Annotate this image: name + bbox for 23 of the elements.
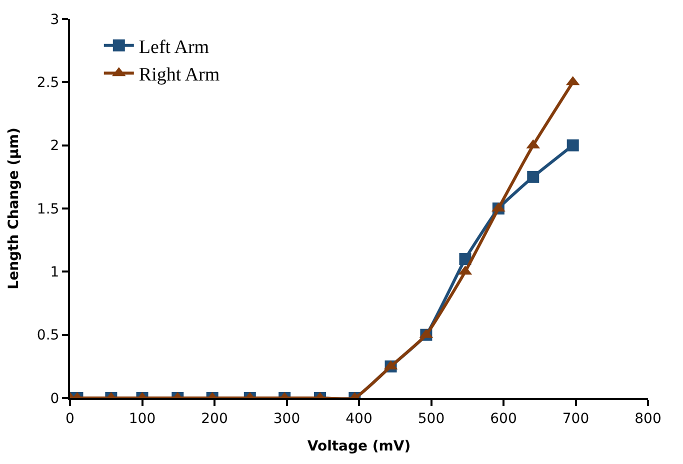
x-tick-label: 200 — [201, 410, 228, 427]
x-tick-label: 500 — [418, 410, 445, 427]
legend-label: Right Arm — [138, 64, 220, 86]
point — [459, 253, 472, 266]
point — [527, 170, 540, 183]
x-tick-label: 800 — [634, 410, 662, 427]
y-tick-label: 0.5 — [36, 328, 60, 344]
x-axis-title: Voltage (mV) — [307, 438, 411, 455]
x-tick-label: 700 — [562, 410, 590, 427]
x-tick-label: 100 — [128, 410, 156, 427]
legend-label: Left Arm — [138, 36, 210, 58]
x-tick-label: 600 — [490, 410, 517, 427]
x-tick-label: 0 — [66, 410, 74, 427]
y-tick-label: 1.5 — [36, 201, 60, 218]
x-tick-label: 300 — [273, 410, 300, 427]
y-tick-label: 0 — [50, 390, 60, 407]
y-tick-label: 3 — [50, 12, 60, 28]
x-tick-label: 400 — [346, 410, 372, 427]
y-axis-title: Length Change (µm) — [6, 128, 22, 290]
point — [566, 139, 579, 152]
y-tick-label: 1 — [50, 264, 60, 281]
y-tick-label: 2.5 — [36, 75, 60, 92]
y-tick-label: 2 — [50, 138, 60, 154]
